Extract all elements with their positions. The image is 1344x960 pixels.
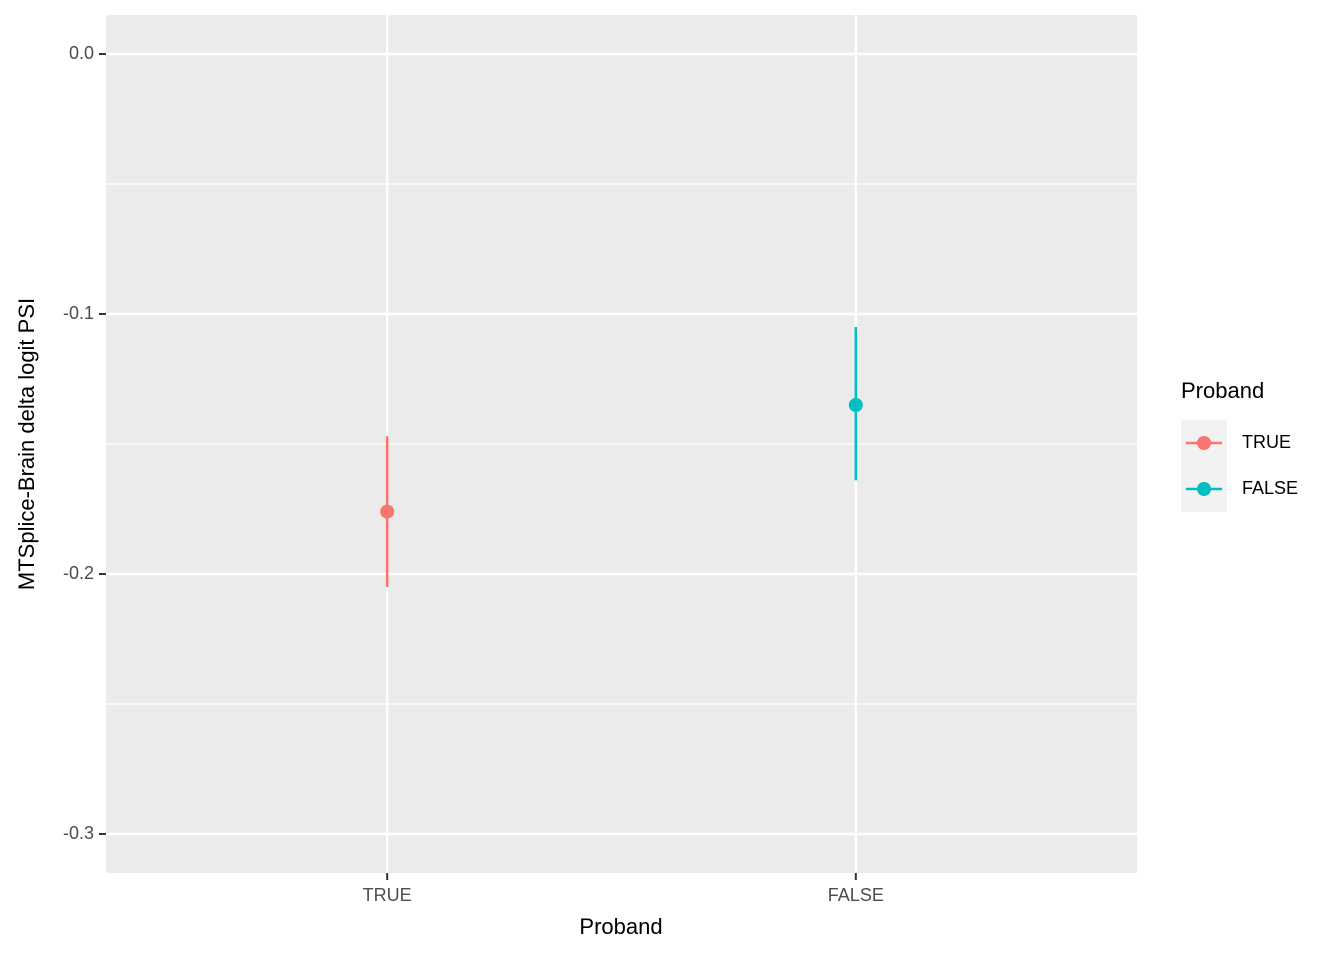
x-tick-label: TRUE xyxy=(363,885,412,905)
legend-label: TRUE xyxy=(1242,432,1291,452)
y-tick-label: 0.0 xyxy=(69,43,94,63)
y-axis-title: MTSplice-Brain delta logit PSI xyxy=(14,298,39,590)
point xyxy=(848,398,863,412)
x-tick-label: FALSE xyxy=(828,885,884,905)
point xyxy=(380,504,395,519)
y-tick-label: -0.3 xyxy=(63,823,94,843)
y-tick-label: -0.1 xyxy=(63,303,94,323)
legend-point xyxy=(1197,482,1211,496)
legend-label: FALSE xyxy=(1242,478,1298,498)
legend-point xyxy=(1197,436,1211,450)
y-tick-label: -0.2 xyxy=(63,563,94,583)
legend-title: Proband xyxy=(1181,378,1264,403)
x-axis-title: Proband xyxy=(579,914,662,939)
